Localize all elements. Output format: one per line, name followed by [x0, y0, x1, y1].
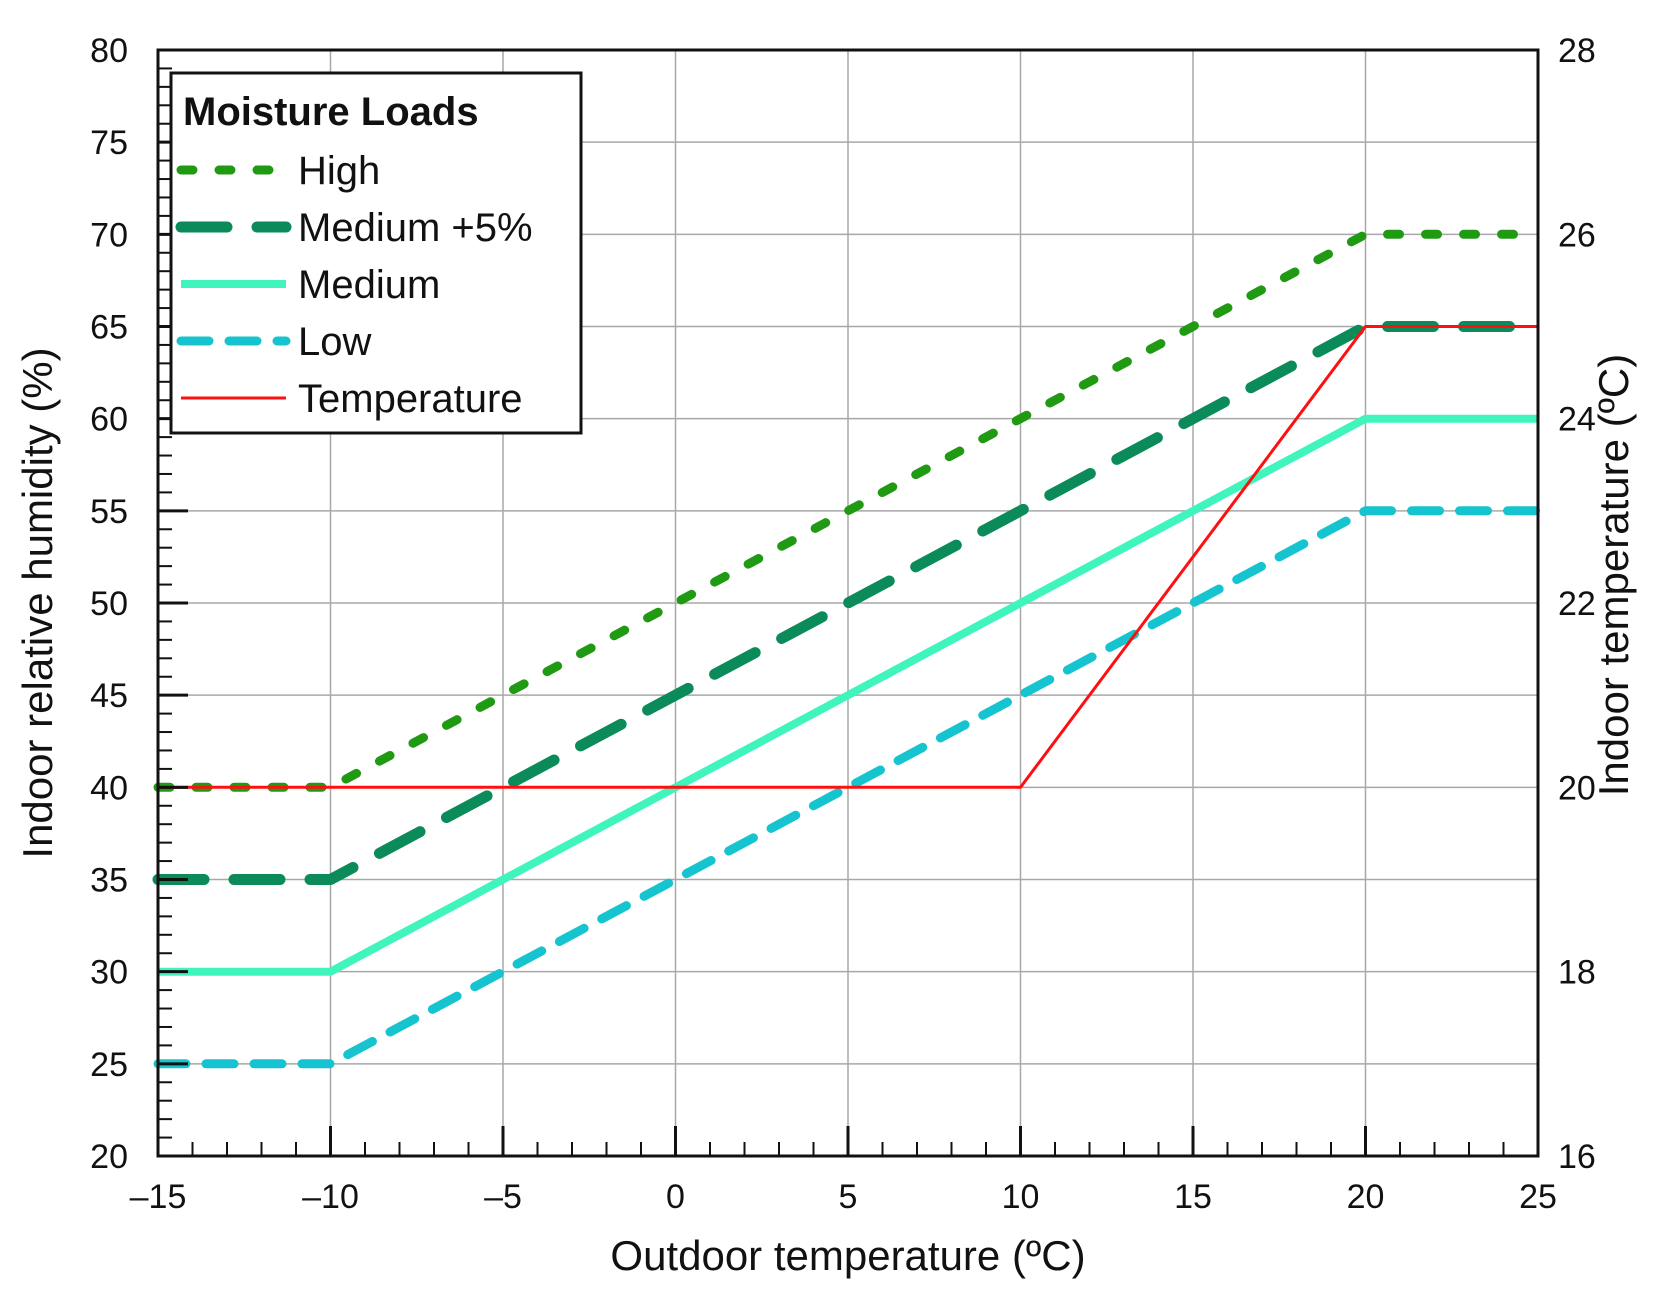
x-tick-label: –10 [302, 1178, 359, 1216]
y2-tick-label: 22 [1558, 585, 1596, 623]
y2-tick-label: 20 [1558, 769, 1596, 807]
legend-label-medium-5: Medium +5% [298, 206, 533, 250]
x-tick-label: 10 [1002, 1178, 1040, 1216]
legend: Moisture Loads High Medium +5% Medium Low Te… [169, 71, 583, 435]
y-tick-label: 50 [90, 585, 128, 623]
y-tick-label: 70 [90, 216, 128, 254]
y2-axis-title: Indoor temperature (ºC) [1590, 354, 1637, 797]
series-layer [152, 229, 1544, 1069]
legend-items: High Medium +5% Medium Low Temperature [175, 149, 533, 421]
x-tick-label: –5 [484, 1178, 522, 1216]
series-line-medium-5 [152, 321, 1544, 885]
y-tick-label: 30 [90, 954, 128, 992]
y-tick-label: 40 [90, 769, 128, 807]
x-tick-label: –15 [130, 1178, 187, 1216]
y-tick-label: 55 [90, 493, 128, 531]
y2-tick-label: 24 [1558, 401, 1596, 439]
y-tick-label: 60 [90, 401, 128, 439]
legend-box [169, 71, 583, 435]
y-tick-label: 35 [90, 862, 128, 900]
series-line-medium [158, 414, 1538, 976]
x-axis-title: Outdoor temperature (ºC) [610, 1232, 1085, 1279]
x-tick-label: 25 [1519, 1178, 1557, 1216]
y2-tick-label: 16 [1558, 1138, 1596, 1176]
y-tick-label: 20 [90, 1138, 128, 1176]
legend-title: Moisture Loads [183, 90, 479, 134]
y2-tick-label: 18 [1558, 954, 1596, 992]
x-tick-label: 5 [839, 1178, 858, 1216]
y-tick-label: 65 [90, 309, 128, 347]
y-tick-label: 75 [90, 124, 128, 162]
y2-tick-label: 26 [1558, 216, 1596, 254]
x-tick-label: 15 [1174, 1178, 1212, 1216]
legend-label-high: High [298, 149, 380, 193]
y-axis-title: Indoor relative humidity (%) [14, 347, 61, 858]
tick-labels: –15 –10 –5 0 5 10 15 20 25 20 25 30 35 40 45 50 55 60 65 70… [90, 32, 1596, 1216]
y-tick-label: 45 [90, 677, 128, 715]
legend-label-medium: Medium [298, 263, 440, 307]
x-tick-label: 20 [1347, 1178, 1385, 1216]
y-tick-label: 25 [90, 1046, 128, 1084]
legend-label-temperature: Temperature [298, 377, 523, 421]
y2-tick-label: 28 [1558, 32, 1596, 70]
legend-label-low: Low [298, 320, 371, 364]
x-tick-label: 0 [666, 1178, 685, 1216]
y-tick-label: 80 [90, 32, 128, 70]
series-line-temperature [158, 325, 1538, 789]
